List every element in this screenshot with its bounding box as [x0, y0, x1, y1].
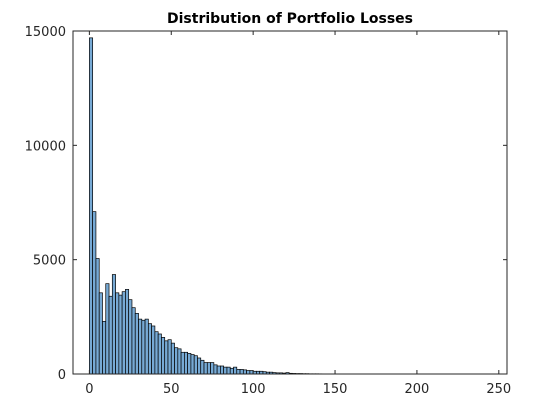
histogram-bar [102, 321, 107, 375]
x-tick-label: 250 [486, 382, 511, 397]
histogram-bar [98, 292, 103, 375]
histogram-bar [151, 325, 156, 375]
histogram-bar [161, 337, 166, 375]
histogram-bar [95, 258, 100, 375]
histogram-bar [200, 359, 205, 375]
histogram-bar [190, 354, 195, 375]
histogram-bar [180, 351, 185, 375]
histogram-bar [131, 307, 136, 375]
histogram-bar [174, 347, 179, 375]
histogram-bar [170, 342, 175, 375]
histogram-bar [118, 294, 123, 375]
histogram-bar [134, 313, 139, 375]
y-tick-label: 5000 [33, 254, 66, 269]
histogram-bar [121, 291, 126, 375]
histogram-bar [111, 274, 116, 375]
histogram-bar [233, 366, 238, 375]
y-tick-label: 15000 [25, 25, 66, 40]
histogram-bar [187, 353, 192, 375]
histogram-bar [206, 362, 211, 375]
histogram-bar [167, 339, 172, 375]
histogram-bar [203, 362, 208, 375]
histogram-bar [246, 370, 251, 375]
histogram-bar [223, 366, 228, 375]
x-tick-label: 50 [163, 382, 180, 397]
x-tick-label: 0 [85, 382, 93, 397]
histogram-bar [239, 369, 244, 375]
histogram-bar [220, 365, 225, 375]
histogram-bar [92, 211, 97, 375]
x-tick-label: 150 [323, 382, 348, 397]
bars-group [89, 37, 352, 375]
x-tick-label: 200 [405, 382, 430, 397]
histogram-bar [197, 357, 202, 375]
histogram-bar [115, 292, 120, 375]
y-tick-label: 0 [58, 368, 66, 383]
histogram-bar [242, 369, 247, 375]
histogram-bar [128, 299, 133, 375]
histogram-bar [229, 367, 234, 375]
histogram-bar [108, 295, 113, 375]
histogram-bar [105, 283, 110, 375]
histogram-bar [144, 318, 149, 375]
histogram-bar [213, 364, 218, 375]
histogram-bar [157, 333, 162, 375]
histogram-bar [226, 366, 231, 375]
histogram-bar [89, 37, 94, 375]
histogram-bar [164, 340, 169, 375]
histogram-bar [147, 323, 152, 375]
histogram-bar [125, 289, 130, 375]
histogram-bar [216, 365, 221, 375]
histogram-bar [184, 351, 188, 375]
x-tick-label: 100 [241, 382, 266, 397]
histogram-bar [193, 355, 198, 375]
histogram-bar [138, 318, 143, 375]
histogram-bar [236, 369, 241, 375]
histogram-bar [177, 348, 182, 375]
axes-box [72, 30, 508, 375]
y-tick-label: 10000 [25, 139, 66, 154]
chart-title: Distribution of Portfolio Losses [167, 11, 413, 27]
histogram-bar [141, 319, 146, 375]
axes-group: 0 50 100 150 200 250 0 5000 10000 15000 [25, 25, 512, 397]
histogram-bar [154, 331, 159, 375]
histogram-bar [210, 362, 215, 375]
